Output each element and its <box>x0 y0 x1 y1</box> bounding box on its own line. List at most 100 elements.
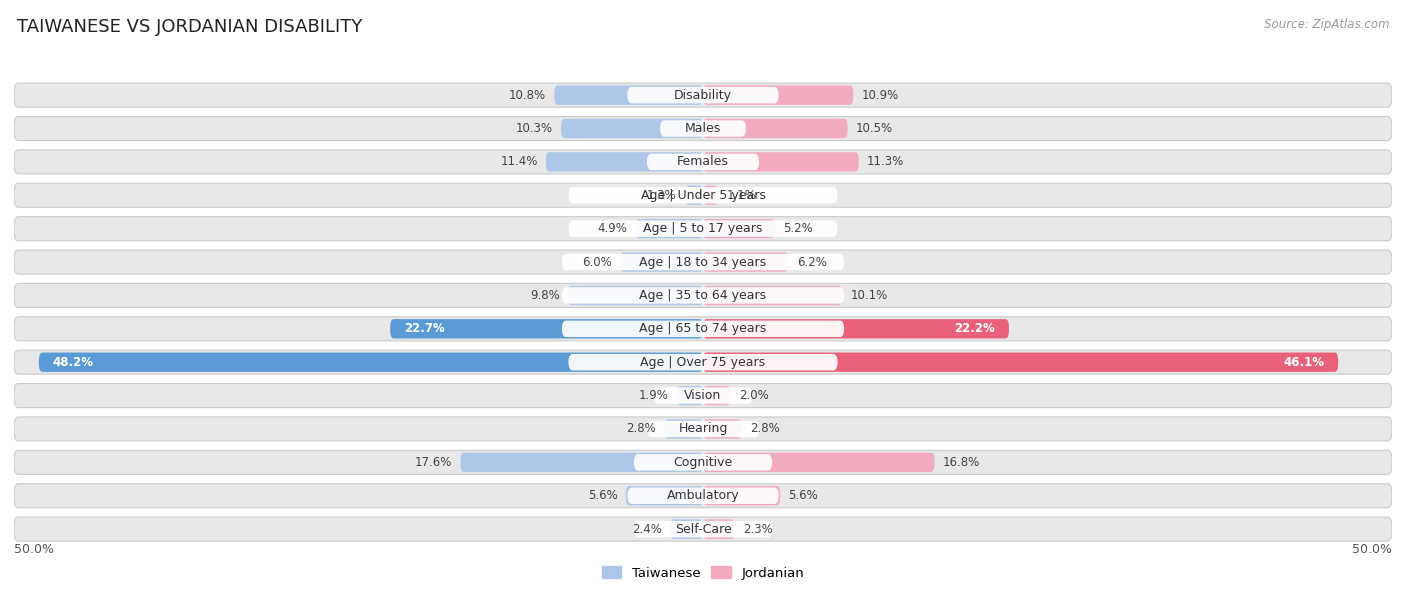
Text: 2.8%: 2.8% <box>749 422 779 436</box>
Text: 9.8%: 9.8% <box>530 289 560 302</box>
Text: 2.8%: 2.8% <box>627 422 657 436</box>
Text: 2.4%: 2.4% <box>631 523 662 536</box>
Text: 22.7%: 22.7% <box>404 323 444 335</box>
FancyBboxPatch shape <box>14 317 1392 341</box>
FancyBboxPatch shape <box>14 384 1392 408</box>
FancyBboxPatch shape <box>562 287 844 304</box>
FancyBboxPatch shape <box>634 521 772 537</box>
Text: Vision: Vision <box>685 389 721 402</box>
Text: Age | 35 to 64 years: Age | 35 to 64 years <box>640 289 766 302</box>
Text: Hearing: Hearing <box>678 422 728 436</box>
FancyBboxPatch shape <box>703 219 775 238</box>
FancyBboxPatch shape <box>703 486 780 506</box>
FancyBboxPatch shape <box>561 119 703 138</box>
FancyBboxPatch shape <box>14 217 1392 241</box>
FancyBboxPatch shape <box>568 220 838 237</box>
FancyBboxPatch shape <box>647 420 759 437</box>
Text: 50.0%: 50.0% <box>1353 543 1392 556</box>
FancyBboxPatch shape <box>562 254 844 271</box>
Text: Age | Over 75 years: Age | Over 75 years <box>641 356 765 368</box>
Legend: Taiwanese, Jordanian: Taiwanese, Jordanian <box>596 561 810 585</box>
Text: 5.2%: 5.2% <box>783 222 813 235</box>
FancyBboxPatch shape <box>568 187 838 204</box>
FancyBboxPatch shape <box>14 83 1392 107</box>
FancyBboxPatch shape <box>703 252 789 272</box>
FancyBboxPatch shape <box>634 454 772 471</box>
FancyBboxPatch shape <box>636 219 703 238</box>
FancyBboxPatch shape <box>14 150 1392 174</box>
FancyBboxPatch shape <box>620 252 703 272</box>
Text: 22.2%: 22.2% <box>955 323 995 335</box>
FancyBboxPatch shape <box>703 319 1010 338</box>
FancyBboxPatch shape <box>627 488 779 504</box>
FancyBboxPatch shape <box>14 417 1392 441</box>
Text: 6.2%: 6.2% <box>797 256 827 269</box>
FancyBboxPatch shape <box>703 419 741 439</box>
Text: Age | 5 to 17 years: Age | 5 to 17 years <box>644 222 762 235</box>
Text: Self-Care: Self-Care <box>675 523 731 536</box>
FancyBboxPatch shape <box>703 119 848 138</box>
FancyBboxPatch shape <box>627 87 779 103</box>
Text: 10.8%: 10.8% <box>509 89 546 102</box>
FancyBboxPatch shape <box>554 86 703 105</box>
FancyBboxPatch shape <box>669 520 703 539</box>
FancyBboxPatch shape <box>665 419 703 439</box>
FancyBboxPatch shape <box>14 450 1392 474</box>
Text: Age | 18 to 34 years: Age | 18 to 34 years <box>640 256 766 269</box>
FancyBboxPatch shape <box>626 486 703 506</box>
Text: Cognitive: Cognitive <box>673 456 733 469</box>
Text: 16.8%: 16.8% <box>943 456 980 469</box>
FancyBboxPatch shape <box>703 453 935 472</box>
Text: Disability: Disability <box>673 89 733 102</box>
Text: Age | Under 5 years: Age | Under 5 years <box>641 188 765 202</box>
Text: TAIWANESE VS JORDANIAN DISABILITY: TAIWANESE VS JORDANIAN DISABILITY <box>17 18 363 36</box>
Text: 5.6%: 5.6% <box>789 489 818 502</box>
FancyBboxPatch shape <box>546 152 703 171</box>
Text: 4.9%: 4.9% <box>598 222 627 235</box>
FancyBboxPatch shape <box>14 250 1392 274</box>
Text: 10.3%: 10.3% <box>516 122 553 135</box>
Text: 48.2%: 48.2% <box>52 356 94 368</box>
Text: 50.0%: 50.0% <box>14 543 53 556</box>
FancyBboxPatch shape <box>703 353 1339 372</box>
FancyBboxPatch shape <box>568 354 838 370</box>
FancyBboxPatch shape <box>14 283 1392 307</box>
Text: Source: ZipAtlas.com: Source: ZipAtlas.com <box>1264 18 1389 31</box>
FancyBboxPatch shape <box>685 185 703 205</box>
FancyBboxPatch shape <box>676 386 703 405</box>
Text: 11.3%: 11.3% <box>868 155 904 168</box>
FancyBboxPatch shape <box>391 319 703 338</box>
Text: Age | 65 to 74 years: Age | 65 to 74 years <box>640 323 766 335</box>
Text: 1.1%: 1.1% <box>727 188 756 202</box>
Text: 1.3%: 1.3% <box>647 188 676 202</box>
FancyBboxPatch shape <box>703 520 735 539</box>
FancyBboxPatch shape <box>14 483 1392 508</box>
FancyBboxPatch shape <box>703 185 718 205</box>
Text: 2.3%: 2.3% <box>742 523 773 536</box>
Text: 10.9%: 10.9% <box>862 89 898 102</box>
FancyBboxPatch shape <box>461 453 703 472</box>
FancyBboxPatch shape <box>703 152 859 171</box>
Text: Males: Males <box>685 122 721 135</box>
FancyBboxPatch shape <box>562 321 844 337</box>
Text: 2.0%: 2.0% <box>738 389 769 402</box>
FancyBboxPatch shape <box>703 86 853 105</box>
FancyBboxPatch shape <box>647 154 759 170</box>
FancyBboxPatch shape <box>703 286 842 305</box>
FancyBboxPatch shape <box>654 387 752 404</box>
Text: 5.6%: 5.6% <box>588 489 617 502</box>
Text: 6.0%: 6.0% <box>582 256 612 269</box>
FancyBboxPatch shape <box>14 517 1392 541</box>
FancyBboxPatch shape <box>703 386 731 405</box>
Text: 17.6%: 17.6% <box>415 456 453 469</box>
FancyBboxPatch shape <box>14 350 1392 374</box>
Text: 46.1%: 46.1% <box>1284 356 1324 368</box>
Text: 1.9%: 1.9% <box>638 389 669 402</box>
FancyBboxPatch shape <box>39 353 703 372</box>
FancyBboxPatch shape <box>568 286 703 305</box>
Text: Females: Females <box>678 155 728 168</box>
Text: Ambulatory: Ambulatory <box>666 489 740 502</box>
FancyBboxPatch shape <box>14 116 1392 141</box>
Text: 11.4%: 11.4% <box>501 155 537 168</box>
Text: 10.5%: 10.5% <box>856 122 893 135</box>
